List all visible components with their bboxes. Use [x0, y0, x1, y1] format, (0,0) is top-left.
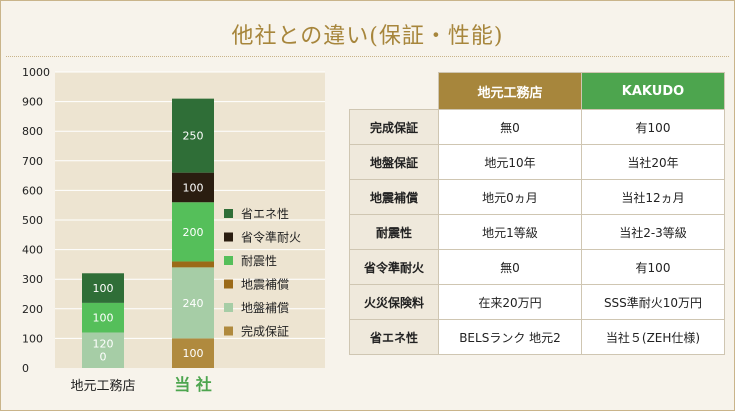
page-title: 他社との違い(保証・性能) — [231, 24, 504, 49]
y-tick-label: 100 — [22, 332, 43, 345]
table-row: 耐震性 地元1等級 当社2-3等級 — [349, 214, 725, 250]
column-header-kakudo: KAKUDO — [581, 72, 725, 110]
table-cell: 有100 — [581, 249, 725, 285]
data-label: 240 — [183, 297, 204, 310]
legend-swatch — [224, 326, 233, 336]
table-cell: 地元1等級 — [438, 214, 582, 250]
table-cell: BELSランク 地元2 — [438, 319, 582, 355]
data-label: 200 — [183, 226, 204, 239]
data-label: 100 — [183, 347, 204, 360]
legend-label: 省令準耐火 — [241, 230, 301, 245]
table-cell: 当社20年 — [581, 144, 725, 180]
data-label: 120 — [93, 338, 114, 351]
table-row: 火災保険料 在来20万円 SSS準耐火10万円 — [349, 284, 725, 320]
legend-label: 耐震性 — [241, 254, 277, 268]
bar-segment — [172, 267, 214, 339]
y-tick-label: 1000 — [22, 66, 50, 79]
x-category-label: 地元工務店 — [70, 379, 135, 394]
table-row: 地盤保証 地元10年 当社20年 — [349, 144, 725, 180]
stacked-bar-chart: 0100200300400500600700800900100012001001… — [22, 66, 325, 394]
y-tick-label: 600 — [22, 184, 43, 197]
bar-segment — [172, 261, 214, 268]
row-label: 完成保証 — [349, 109, 439, 145]
table-header-row: 地元工務店 KAKUDO — [350, 72, 725, 110]
y-tick-label: 500 — [22, 214, 43, 227]
row-label: 省エネ性 — [349, 319, 439, 355]
y-tick-label: 700 — [22, 155, 43, 168]
legend-swatch — [224, 256, 233, 265]
table-cell: 当社2-3等級 — [581, 214, 725, 250]
table-cell: 地元10年 — [438, 144, 582, 180]
row-label: 地震補償 — [349, 179, 439, 215]
table-cell: 当社５(ZEH仕様) — [581, 319, 725, 355]
y-tick-label: 0 — [22, 362, 29, 375]
table-cell: 有100 — [581, 109, 725, 145]
title-divider — [6, 56, 729, 57]
y-tick-label: 400 — [22, 244, 43, 257]
data-label: 0 — [100, 351, 107, 364]
comparison-table: 地元工務店 KAKUDO 完成保証 無0 有100 地盤保証 地元10年 当社2… — [349, 72, 725, 355]
legend-label: 地震補償 — [241, 278, 289, 292]
table-cell: 在来20万円 — [438, 284, 582, 320]
table-cell: 無0 — [438, 249, 582, 285]
row-label: 火災保険料 — [349, 284, 439, 320]
legend-swatch — [224, 279, 233, 289]
bar-segment — [82, 332, 124, 368]
table-cell: 当社12ヵ月 — [581, 179, 725, 215]
y-tick-label: 200 — [22, 303, 43, 316]
table-cell: SSS準耐火10万円 — [581, 284, 725, 320]
table-row: 省令準耐火 無0 有100 — [349, 249, 725, 285]
table-row: 完成保証 無0 有100 — [349, 109, 725, 145]
data-label: 100 — [93, 312, 114, 325]
legend-swatch — [224, 232, 233, 242]
data-label: 100 — [93, 282, 114, 295]
bar-segment — [172, 98, 214, 173]
data-label: 250 — [183, 130, 204, 143]
legend-swatch — [224, 209, 233, 218]
legend-swatch — [224, 303, 233, 312]
table-corner — [350, 73, 439, 110]
legend-label: 完成保証 — [241, 324, 289, 339]
table-row: 省エネ性 BELSランク 地元2 当社５(ZEH仕様) — [349, 319, 725, 355]
y-tick-label: 800 — [22, 125, 43, 138]
y-tick-label: 900 — [22, 96, 43, 109]
column-header-local: 地元工務店 — [438, 72, 582, 110]
table-cell: 無0 — [438, 109, 582, 145]
row-label: 耐震性 — [349, 214, 439, 250]
legend-label: 地盤補償 — [241, 301, 289, 315]
x-category-label: 当 社 — [174, 375, 212, 394]
data-label: 100 — [183, 181, 204, 194]
table-cell: 地元0ヵ月 — [438, 179, 582, 215]
bar-segment — [172, 338, 214, 368]
bar-segment — [172, 172, 214, 203]
bar-segment — [82, 273, 124, 303]
row-label: 省令準耐火 — [349, 249, 439, 285]
bar-segment — [82, 302, 124, 333]
table-row: 地震補償 地元0ヵ月 当社12ヵ月 — [349, 179, 725, 215]
legend-label: 省エネ性 — [241, 207, 289, 221]
bar-segment — [172, 202, 214, 262]
y-tick-label: 300 — [22, 273, 43, 286]
row-label: 地盤保証 — [349, 144, 439, 180]
